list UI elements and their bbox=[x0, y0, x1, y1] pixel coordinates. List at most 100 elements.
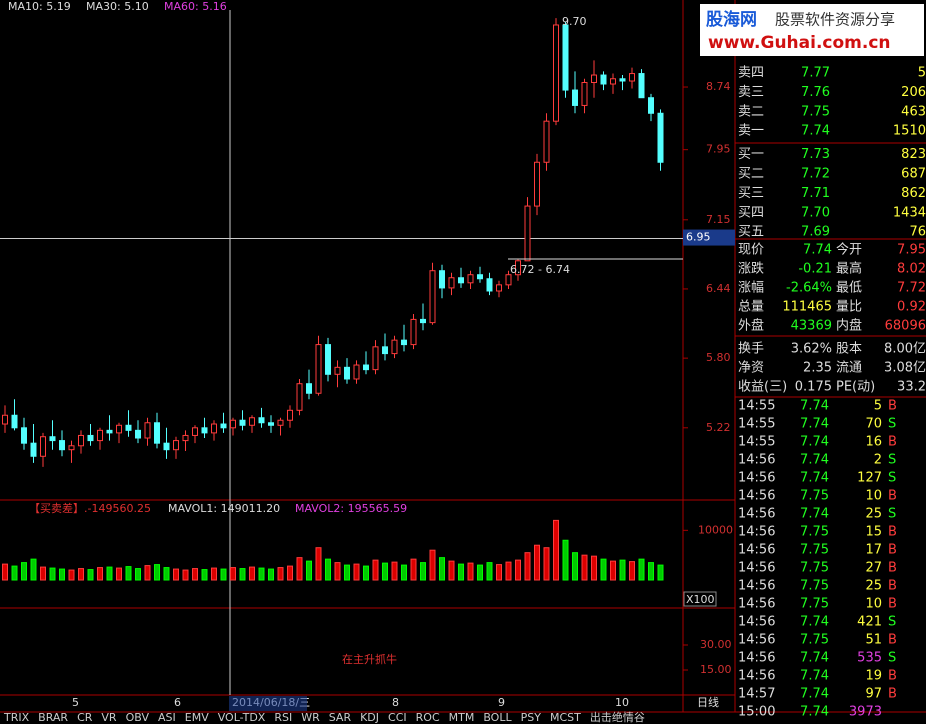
volume-bar bbox=[135, 568, 141, 581]
stat-value: -2.64% bbox=[786, 281, 832, 296]
trade-price: 7.74 bbox=[800, 651, 829, 666]
trade-price: 7.74 bbox=[800, 399, 829, 414]
candle-body bbox=[648, 97, 654, 114]
indicator-tab[interactable]: ASI bbox=[158, 711, 176, 724]
indicator-tab[interactable]: CCI bbox=[388, 711, 407, 724]
volume-bar bbox=[353, 563, 360, 581]
vol-tick-label: 10000 bbox=[698, 523, 733, 536]
stat-label: 最低 bbox=[836, 281, 862, 296]
candle-body bbox=[296, 383, 303, 411]
book-label: 卖四 bbox=[738, 66, 764, 81]
book-price: 7.74 bbox=[801, 124, 830, 139]
book-price: 7.76 bbox=[801, 85, 830, 100]
indicator-tab[interactable]: BOLL bbox=[483, 711, 512, 724]
candle-body bbox=[11, 414, 18, 429]
candle-body bbox=[543, 120, 550, 163]
volume-bar bbox=[277, 567, 284, 581]
ma10-label: MA10: 5.19 bbox=[8, 0, 71, 13]
indicator-tab[interactable]: KDJ bbox=[360, 711, 379, 724]
stat-value: 2.35 bbox=[803, 361, 832, 376]
vol-legend: MAVOL2: 195565.59 bbox=[295, 502, 407, 515]
indicator-tab[interactable]: WR bbox=[301, 711, 320, 724]
candle-body bbox=[524, 205, 531, 262]
trade-side: B bbox=[888, 633, 897, 648]
volume-bar bbox=[182, 569, 189, 581]
book-price: 7.70 bbox=[801, 205, 830, 220]
candle-body bbox=[363, 364, 369, 371]
candle-body bbox=[49, 436, 56, 442]
trade-volume: 3973 bbox=[849, 705, 882, 720]
trade-volume: 127 bbox=[857, 471, 882, 486]
volume-bar bbox=[239, 568, 246, 581]
book-volume: 463 bbox=[901, 104, 926, 119]
stat-label: 最高 bbox=[836, 261, 862, 277]
candle-body bbox=[135, 429, 141, 439]
volume-bar bbox=[87, 569, 94, 581]
indicator-tab[interactable]: MTM bbox=[449, 711, 475, 724]
trade-side: S bbox=[888, 651, 896, 666]
stat-value: 7.95 bbox=[897, 243, 926, 258]
stat-label: 流通 bbox=[836, 361, 862, 376]
book-label: 买五 bbox=[738, 225, 764, 240]
trade-volume: 16 bbox=[865, 435, 882, 450]
trade-price: 7.74 bbox=[800, 687, 829, 702]
candle-body bbox=[439, 270, 445, 289]
volume-bar bbox=[363, 565, 369, 581]
candle-body bbox=[572, 89, 578, 106]
volume-bar bbox=[534, 544, 540, 581]
candle-body bbox=[306, 383, 312, 394]
indicator-tab[interactable]: OBV bbox=[126, 711, 150, 724]
ind-tick-label: 30.00 bbox=[700, 638, 732, 651]
trade-side: B bbox=[888, 687, 897, 702]
trade-time: 14:56 bbox=[738, 471, 775, 486]
volume-bar bbox=[21, 562, 27, 581]
indicator-tab[interactable]: EMV bbox=[185, 711, 209, 724]
trade-time: 14:55 bbox=[738, 399, 775, 414]
period: 日线 bbox=[697, 695, 719, 709]
trade-volume: 19 bbox=[865, 669, 882, 684]
volume-bar bbox=[40, 566, 46, 581]
ind-tick-label: 15.00 bbox=[700, 663, 732, 676]
indicator-tab[interactable]: VR bbox=[101, 711, 117, 724]
volume-bar bbox=[2, 563, 8, 581]
indicator-tab[interactable]: CR bbox=[77, 711, 93, 724]
trade-price: 7.75 bbox=[800, 633, 829, 648]
candle-body bbox=[116, 424, 122, 434]
indicator-tab[interactable]: PSY bbox=[521, 711, 542, 724]
trade-side: B bbox=[888, 579, 897, 594]
book-price: 7.69 bbox=[801, 225, 830, 240]
stat-value: 3.08亿 bbox=[884, 361, 926, 376]
volume-bar bbox=[486, 562, 493, 581]
indicator-tab[interactable]: RSI bbox=[274, 711, 292, 724]
trade-price: 7.74 bbox=[800, 615, 829, 630]
volume-bar bbox=[344, 564, 350, 581]
candle-body bbox=[638, 73, 645, 99]
stat-value: 8.00亿 bbox=[884, 342, 926, 357]
indicator-tab[interactable]: BRAR bbox=[38, 711, 68, 724]
indicator-tab[interactable]: VOL-TDX bbox=[218, 711, 266, 724]
book-volume: 1510 bbox=[893, 124, 926, 139]
volume-bar bbox=[391, 561, 398, 581]
volume-bar bbox=[382, 562, 388, 581]
candle-body bbox=[382, 346, 388, 355]
volume-bar bbox=[325, 558, 331, 581]
candle-body bbox=[420, 318, 426, 324]
indicator-tab[interactable]: ROC bbox=[416, 711, 440, 724]
indicator-tab[interactable]: MCST bbox=[550, 711, 581, 724]
candle-body bbox=[211, 423, 217, 434]
price-tick-label: 7.95 bbox=[706, 143, 731, 156]
trade-price: 7.74 bbox=[800, 417, 829, 432]
date-label: 5 bbox=[72, 696, 79, 709]
indicator-tab[interactable]: SAR bbox=[329, 711, 352, 724]
candle-body bbox=[581, 82, 588, 106]
volume-bar bbox=[429, 549, 436, 581]
indicator-tab[interactable]: 出击绝情谷 bbox=[590, 710, 645, 724]
candle-body bbox=[2, 414, 8, 425]
stat-label: 涨跌 bbox=[738, 261, 764, 277]
volume-bar bbox=[496, 564, 502, 581]
volume-bar bbox=[211, 567, 217, 581]
volume-bar bbox=[458, 563, 464, 581]
indicator-tab[interactable]: TRIX bbox=[3, 711, 30, 724]
